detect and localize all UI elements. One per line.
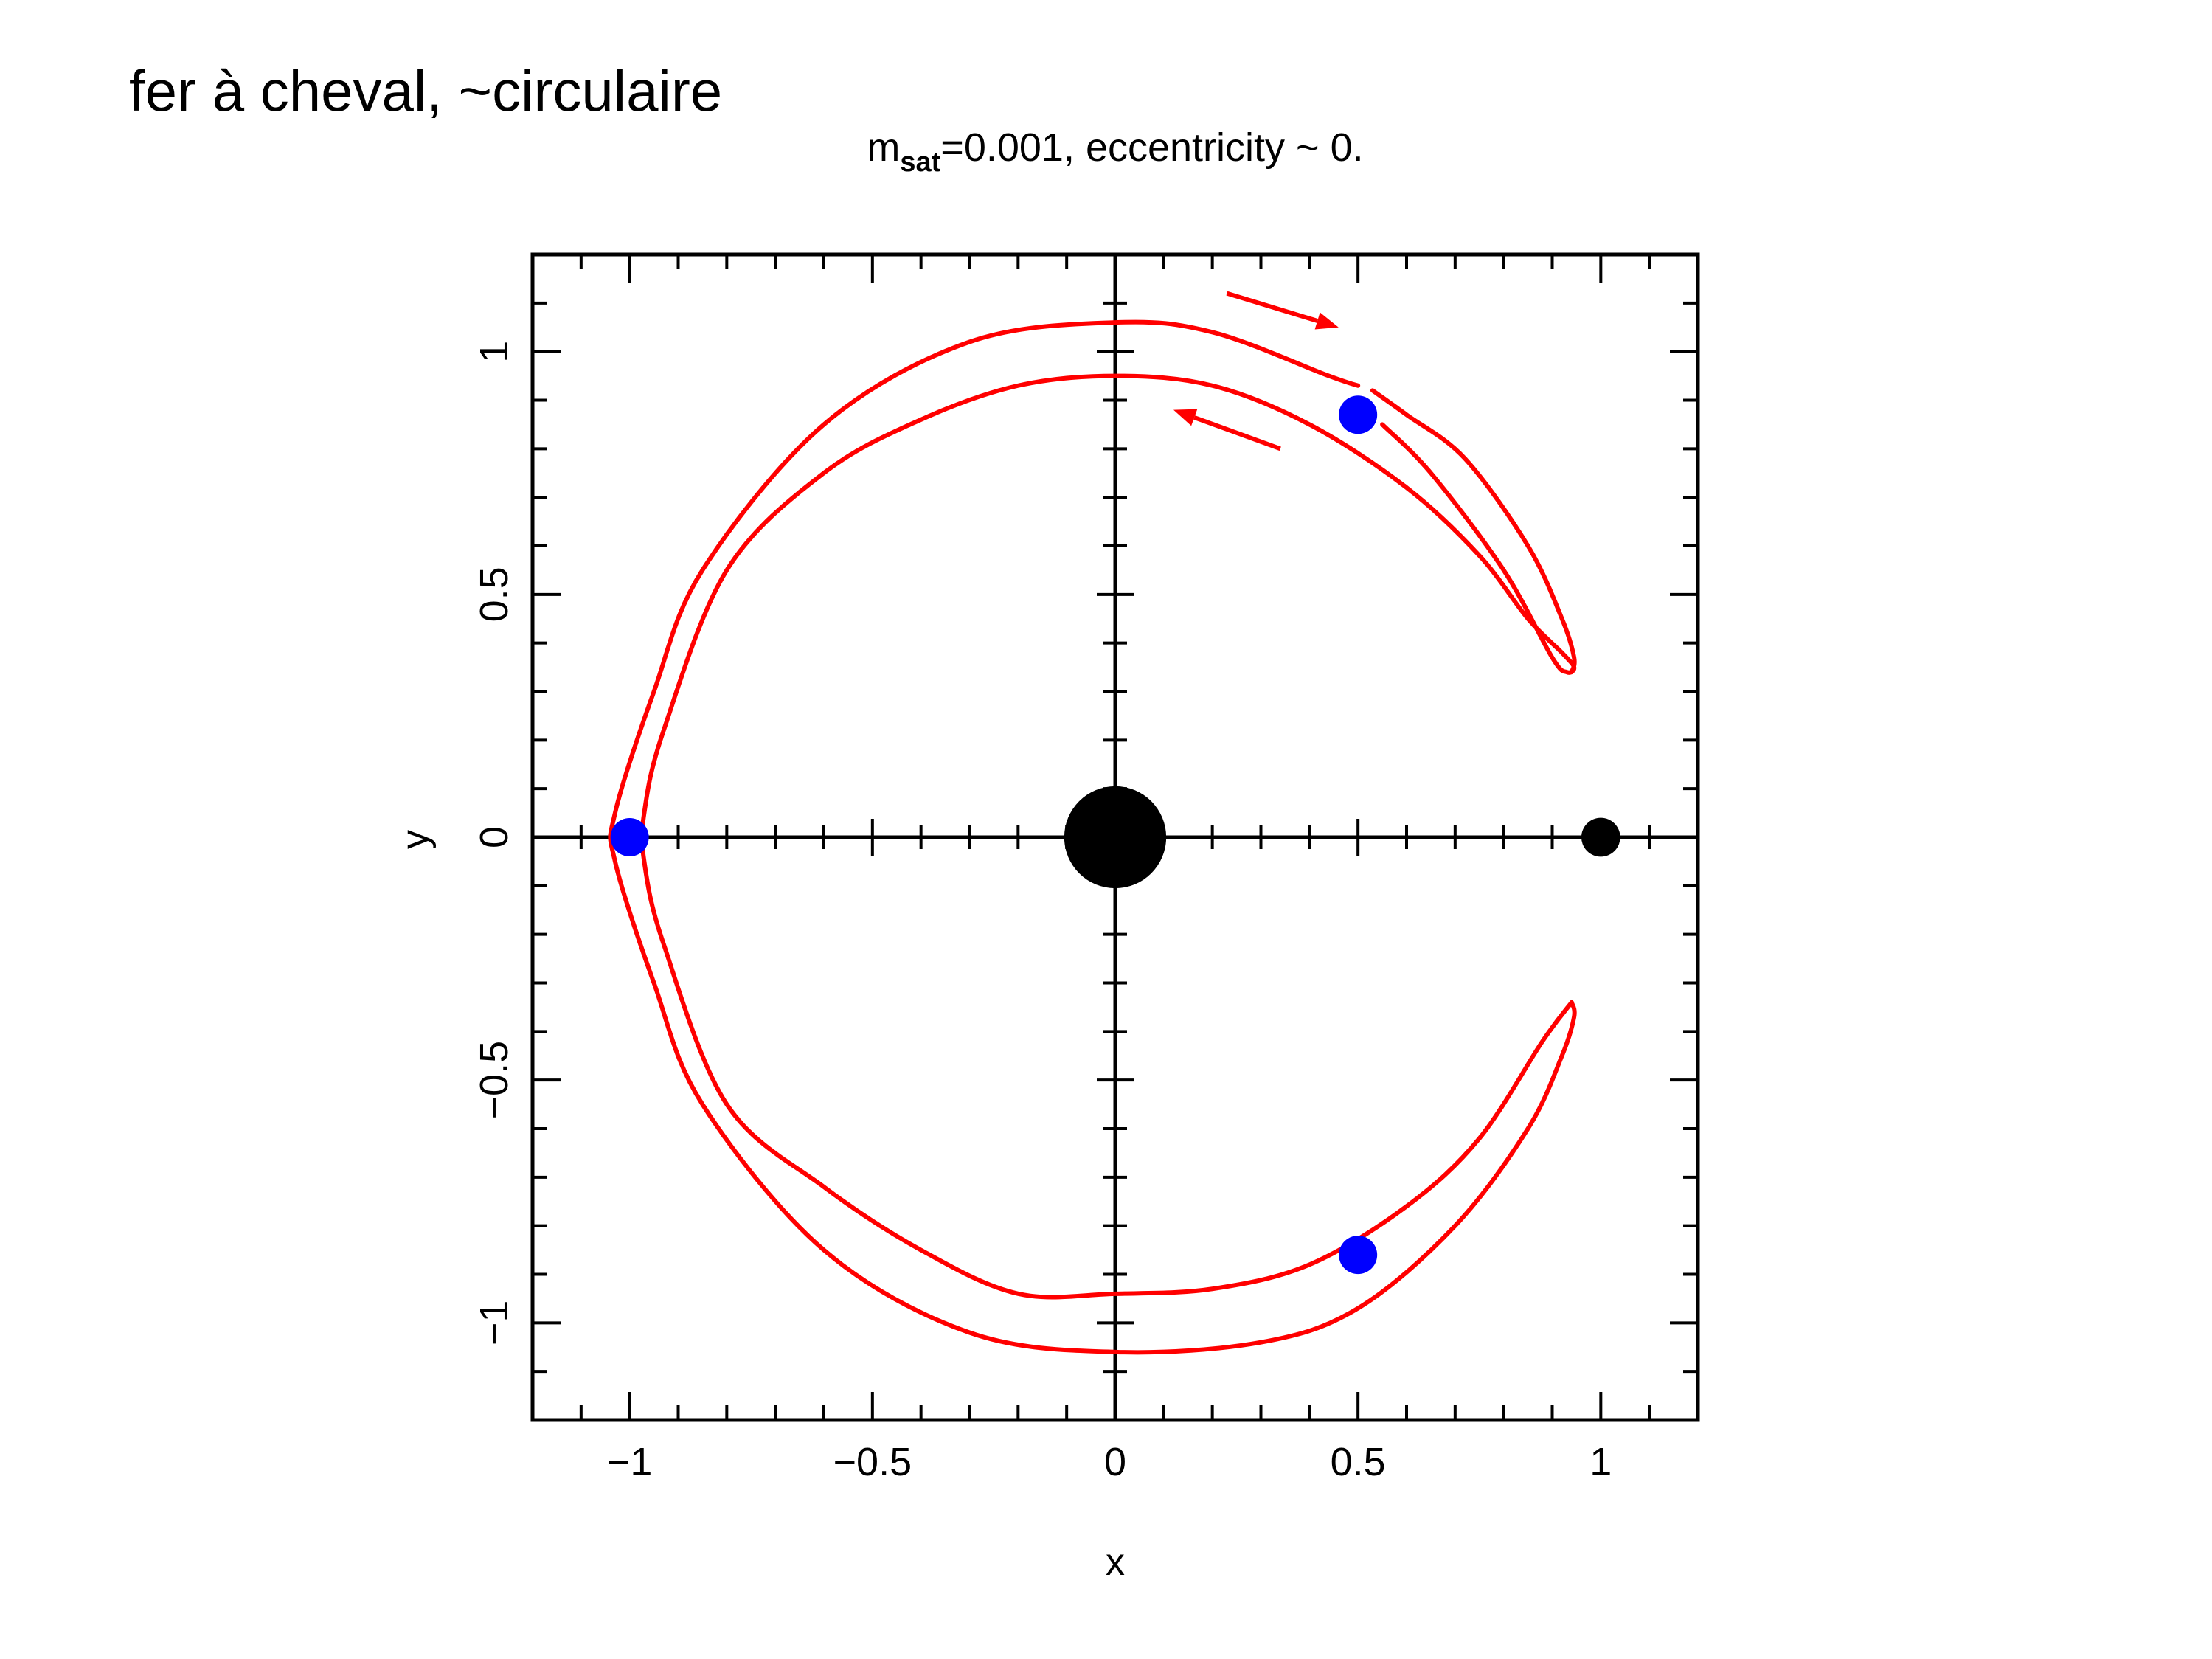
direction-arrow-head xyxy=(1314,312,1339,330)
x-tick-label: −0.5 xyxy=(833,1440,912,1484)
plot-area: −1 −0.5 0 0.5 1 −1 −0.5 0 0.5 1 xyxy=(472,252,1700,1484)
chart-title-subscript: sat xyxy=(900,147,940,178)
x-tick-label: −1 xyxy=(607,1440,653,1484)
y-axis-label: y xyxy=(394,830,437,849)
direction-arrow-head xyxy=(1173,409,1198,426)
primary-body xyxy=(1064,786,1167,889)
secondary-body xyxy=(1581,817,1620,857)
data-point xyxy=(1339,1236,1378,1275)
y-tick-label: 0.5 xyxy=(472,567,516,622)
x-tick-label: 0 xyxy=(1104,1440,1126,1484)
x-tick-label: 1 xyxy=(1589,1440,1612,1484)
data-point xyxy=(610,818,649,856)
chart-title-main: m xyxy=(867,125,900,170)
orbit-inner-branch xyxy=(639,373,1577,1300)
y-tick-label: 1 xyxy=(472,341,516,363)
y-tick-label: 0 xyxy=(472,826,516,848)
y-tick-label: −0.5 xyxy=(472,1041,516,1120)
chart-title-rest: =0.001, eccentricity ~ 0. xyxy=(940,125,1363,170)
orbit-top-tail xyxy=(1370,388,1577,675)
y-tick-label: −1 xyxy=(472,1300,516,1346)
x-axis-label: x xyxy=(1106,1541,1125,1584)
orbit-outer-branch xyxy=(608,319,1577,1355)
chart-title: msat=0.001, eccentricity ~ 0. xyxy=(867,125,1363,178)
slide-title: fer à cheval, ~circulaire xyxy=(129,58,723,123)
direction-arrow-shaft xyxy=(1226,291,1319,323)
direction-arrow-shaft xyxy=(1193,415,1281,451)
data-point xyxy=(1339,395,1378,434)
x-tick-label: 0.5 xyxy=(1331,1440,1386,1484)
